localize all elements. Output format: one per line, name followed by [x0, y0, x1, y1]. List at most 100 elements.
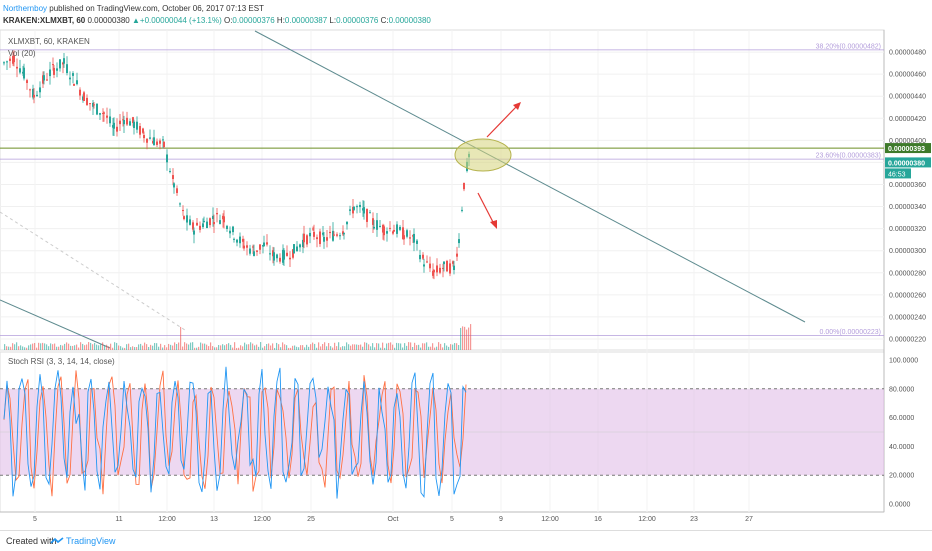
- volume-bar: [444, 343, 446, 350]
- volume-bar: [36, 347, 38, 350]
- volume-bar: [180, 326, 182, 350]
- candle-body: [369, 212, 371, 214]
- candle-body: [49, 69, 51, 77]
- volume-bar: [264, 346, 266, 350]
- volume-bar: [68, 343, 70, 350]
- candle-body: [153, 137, 155, 146]
- volume-bar: [422, 343, 424, 350]
- volume-bar: [88, 342, 90, 350]
- price-tick-label: 0.00000320: [889, 226, 926, 233]
- volume-bar: [70, 345, 72, 350]
- volume-bar: [296, 346, 298, 350]
- candle-body: [59, 59, 61, 69]
- price-tick-label: 0.00000460: [889, 72, 926, 79]
- volume-bar: [244, 342, 246, 350]
- candle-body: [243, 245, 245, 249]
- time-tick-label: 5: [33, 516, 37, 523]
- volume-bar: [326, 346, 328, 350]
- volume-bar: [120, 346, 122, 350]
- volume-bar: [316, 347, 318, 350]
- volume-bar: [92, 344, 94, 350]
- candle-body: [6, 61, 8, 63]
- volume-bar: [226, 344, 228, 350]
- volume-bar: [366, 342, 368, 350]
- candle-body: [449, 263, 451, 274]
- volume-bar: [410, 342, 412, 350]
- candle-body: [23, 67, 25, 79]
- volume-bar: [96, 344, 98, 350]
- volume-bar: [114, 342, 116, 350]
- candle-body: [159, 140, 161, 144]
- volume-bar: [128, 343, 130, 350]
- volume-bar: [234, 342, 236, 350]
- candle-body: [123, 120, 125, 125]
- volume-bar: [162, 347, 164, 350]
- chart-canvas[interactable]: 0.00000220 0.00000240 0.00000260 0.00000280…: [0, 0, 932, 530]
- volume-bar: [66, 342, 68, 350]
- volume-bar: [242, 346, 244, 350]
- volume-bar: [378, 343, 380, 350]
- fib-level-label: 23.60%(0.00000383): [816, 153, 881, 160]
- volume-bar: [236, 347, 238, 350]
- candle-body: [289, 257, 291, 260]
- candle-body: [323, 236, 325, 242]
- candle-body: [172, 175, 174, 180]
- candle-body: [206, 221, 208, 229]
- volume-bar: [256, 344, 258, 350]
- candle-body: [186, 215, 188, 223]
- candle-body: [52, 64, 54, 66]
- candle-body: [436, 265, 438, 273]
- volume-bar: [32, 343, 34, 350]
- volume-bar: [324, 342, 326, 350]
- candle-body: [266, 242, 268, 245]
- price-tick-label: 0.00000260: [889, 292, 926, 299]
- rsi-tick-label: 60.0000: [889, 415, 914, 422]
- volume-bar: [188, 344, 190, 350]
- candle-body: [383, 226, 385, 236]
- volume-bar: [34, 342, 36, 350]
- volume-bar: [72, 345, 74, 350]
- candle-body: [416, 240, 418, 244]
- last-price-badge-text: 0.00000380: [888, 160, 925, 167]
- time-tick-label: 27: [745, 516, 753, 523]
- volume-bar: [220, 345, 222, 350]
- candle-body: [443, 261, 445, 265]
- time-tick-label: 12:00: [253, 516, 271, 523]
- candle-body: [139, 126, 141, 135]
- candle-body: [316, 237, 318, 240]
- candle-body: [233, 238, 235, 240]
- volume-bar: [278, 344, 280, 350]
- volume-bar: [276, 342, 278, 350]
- candle-body: [19, 68, 21, 73]
- candle-body: [203, 220, 205, 222]
- volume-bar: [398, 343, 400, 350]
- volume-bar: [166, 347, 168, 350]
- tradingview-brand[interactable]: TradingView: [66, 536, 116, 546]
- volume-bar: [178, 342, 180, 350]
- volume-bar: [312, 342, 314, 350]
- candle-body: [456, 253, 458, 257]
- volume-bar: [112, 347, 114, 350]
- down-arrow-line: [477, 192, 495, 225]
- volume-bar: [142, 345, 144, 350]
- candle-body: [79, 89, 81, 96]
- volume-bar: [314, 343, 316, 350]
- candle-body: [332, 230, 334, 241]
- volume-bar: [124, 347, 126, 350]
- candle-body: [26, 80, 28, 84]
- volume-bar: [218, 344, 220, 350]
- volume-bar: [108, 346, 110, 350]
- candle-body: [302, 239, 304, 247]
- volume-bar: [168, 343, 170, 350]
- candle-body: [349, 209, 351, 211]
- volume-bar: [272, 343, 274, 350]
- candle-body: [279, 257, 281, 262]
- volume-bar: [400, 343, 402, 350]
- close-label: C:: [380, 16, 389, 25]
- volume-bar: [438, 342, 440, 350]
- volume-bar: [60, 344, 62, 350]
- price-change: +0.00000044 (+13.1%): [139, 16, 222, 25]
- author-link[interactable]: Northernboy: [3, 4, 48, 13]
- candle-body: [376, 220, 378, 230]
- candle-body: [32, 88, 34, 98]
